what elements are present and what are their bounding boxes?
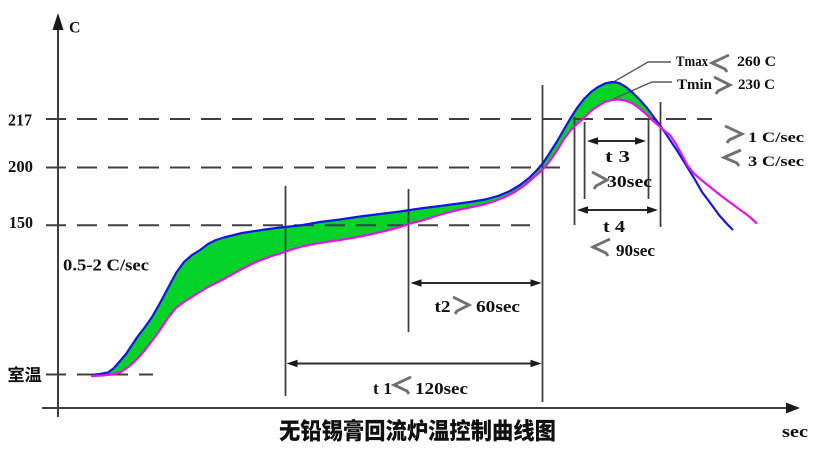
svg-text:90sec: 90sec bbox=[616, 241, 655, 260]
svg-text:30sec: 30sec bbox=[607, 172, 653, 191]
svg-text:230 C: 230 C bbox=[738, 77, 775, 93]
svg-text:Tmin: Tmin bbox=[677, 77, 713, 93]
svg-text:C: C bbox=[69, 20, 81, 37]
svg-text:260 C: 260 C bbox=[737, 54, 776, 70]
svg-text:3 C/sec: 3 C/sec bbox=[748, 154, 804, 170]
svg-text:sec: sec bbox=[782, 422, 809, 441]
svg-text:1 C/sec: 1 C/sec bbox=[748, 130, 804, 146]
svg-text:200: 200 bbox=[8, 157, 33, 176]
svg-text:150: 150 bbox=[9, 213, 33, 232]
svg-text:t 3: t 3 bbox=[605, 147, 630, 166]
svg-text:120sec: 120sec bbox=[415, 379, 468, 398]
svg-text:0.5-2 C/sec: 0.5-2 C/sec bbox=[63, 256, 149, 275]
svg-text:Tmax: Tmax bbox=[676, 54, 708, 70]
svg-text:t2: t2 bbox=[435, 297, 451, 316]
svg-text:t 1: t 1 bbox=[373, 379, 392, 398]
svg-text:60sec: 60sec bbox=[476, 297, 521, 316]
svg-text:217: 217 bbox=[8, 111, 32, 130]
svg-text:t 4: t 4 bbox=[603, 217, 626, 236]
